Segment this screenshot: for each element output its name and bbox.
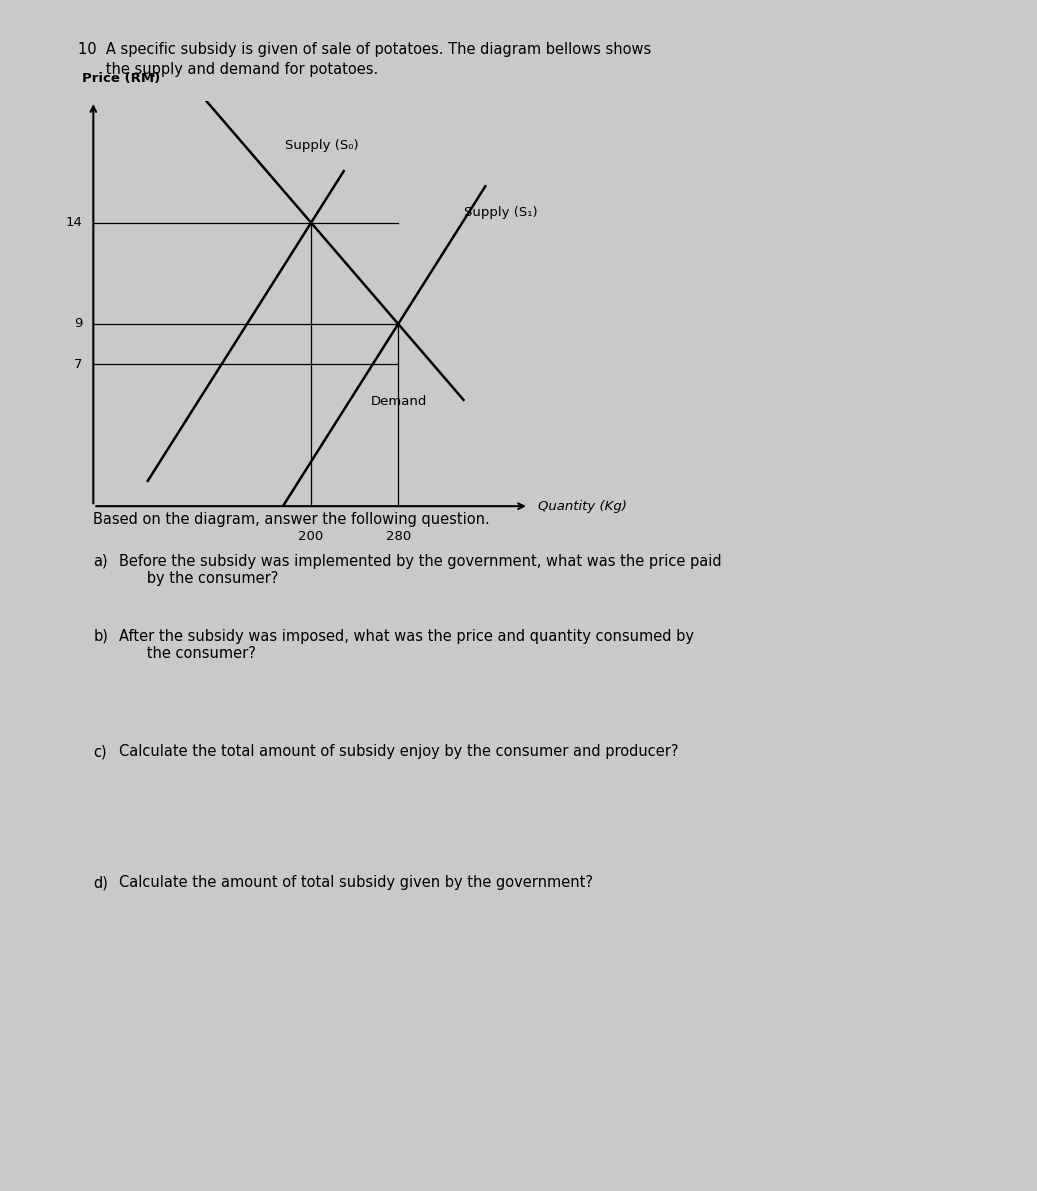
Text: Demand: Demand bbox=[371, 395, 427, 407]
Text: 7: 7 bbox=[74, 358, 82, 370]
Text: 14: 14 bbox=[65, 217, 82, 229]
Text: 280: 280 bbox=[386, 530, 411, 543]
Text: Supply (S₁): Supply (S₁) bbox=[464, 206, 537, 219]
Text: Calculate the amount of total subsidy given by the government?: Calculate the amount of total subsidy gi… bbox=[119, 875, 593, 891]
Text: the supply and demand for potatoes.: the supply and demand for potatoes. bbox=[78, 62, 379, 77]
Text: Calculate the total amount of subsidy enjoy by the consumer and producer?: Calculate the total amount of subsidy en… bbox=[119, 744, 679, 760]
Text: d): d) bbox=[93, 875, 108, 891]
Text: a): a) bbox=[93, 554, 108, 569]
Text: Quantity (Kg): Quantity (Kg) bbox=[537, 500, 626, 512]
Text: 200: 200 bbox=[299, 530, 324, 543]
Text: 9: 9 bbox=[74, 318, 82, 330]
Text: After the subsidy was imposed, what was the price and quantity consumed by
     : After the subsidy was imposed, what was … bbox=[119, 629, 694, 661]
Text: Price (RM): Price (RM) bbox=[82, 71, 161, 85]
Text: Before the subsidy was implemented by the government, what was the price paid
  : Before the subsidy was implemented by th… bbox=[119, 554, 722, 586]
Text: 10  A specific subsidy is given of sale of potatoes. The diagram bellows shows: 10 A specific subsidy is given of sale o… bbox=[78, 42, 651, 57]
Text: c): c) bbox=[93, 744, 107, 760]
Text: b): b) bbox=[93, 629, 108, 644]
Text: Supply (S₀): Supply (S₀) bbox=[285, 139, 359, 151]
Text: Based on the diagram, answer the following question.: Based on the diagram, answer the followi… bbox=[93, 512, 491, 528]
